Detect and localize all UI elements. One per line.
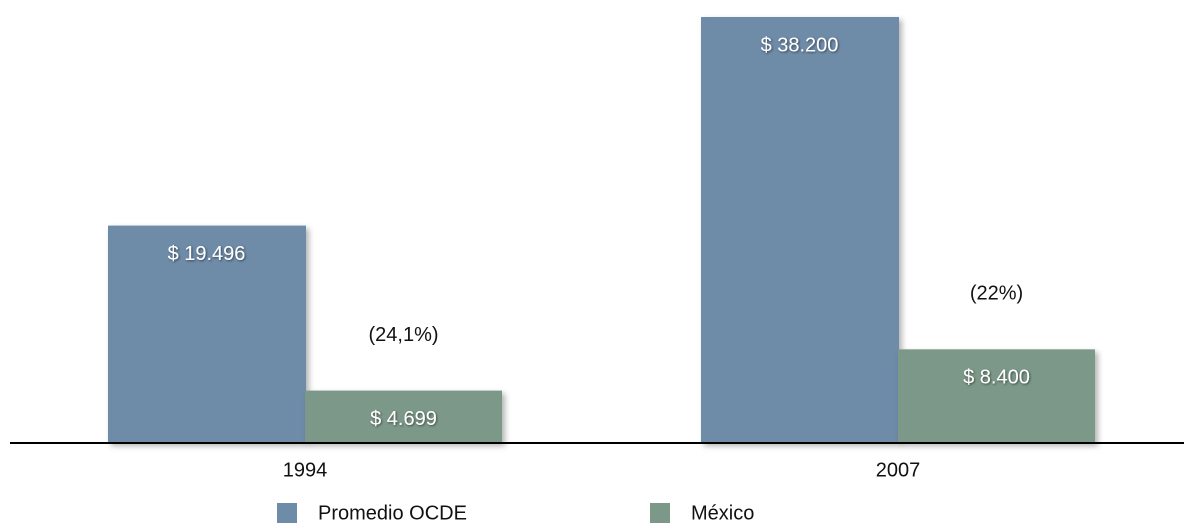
value-label: $ 38.200 (761, 34, 839, 56)
value-label: $ 8.400 (963, 367, 1030, 389)
annotation: (22%) (970, 283, 1023, 305)
value-label: $ 19.496 (168, 243, 246, 265)
bar (701, 17, 899, 443)
bar (108, 225, 306, 443)
value-label: $ 4.699 (370, 408, 437, 430)
legend-label: Promedio OCDE (318, 502, 467, 524)
x-tick-label: 1994 (283, 459, 328, 481)
annotation: (24,1%) (368, 324, 438, 346)
bar (898, 349, 1095, 443)
legend-label: México (691, 502, 754, 524)
legend-swatch (277, 503, 297, 523)
x-tick-label: 2007 (876, 459, 921, 481)
bar (305, 390, 502, 443)
legend-swatch (650, 503, 670, 523)
